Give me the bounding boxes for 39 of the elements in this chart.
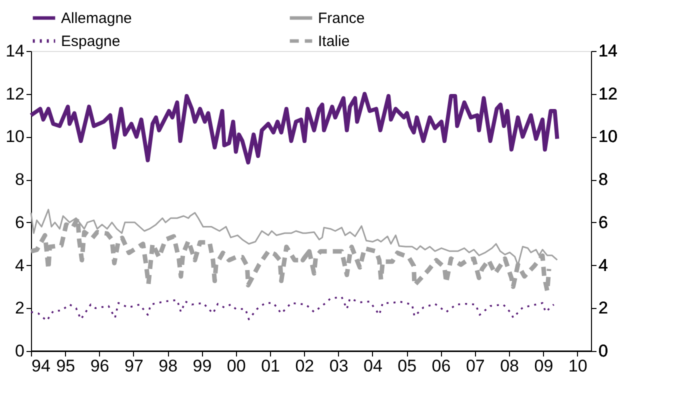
y2-tick-label: 4: [598, 256, 608, 275]
legend-label: France: [318, 10, 365, 27]
legend-label: Italie: [318, 33, 350, 50]
x-tick-label: 98: [158, 356, 178, 376]
x-tick-label: 09: [534, 356, 554, 376]
y2-tick-label: 6: [598, 212, 608, 232]
y-tick-label: 14: [6, 42, 24, 60]
y2-tick-label: 10: [598, 127, 618, 146]
x-tick-label: 03: [329, 356, 348, 376]
y2-tick-label: 2: [598, 298, 608, 318]
y-tick-label: 4: [15, 256, 24, 275]
x-tick-label: 00: [226, 356, 246, 376]
x-tick-label: 04: [364, 356, 382, 376]
x-tick-label: 94: [32, 356, 50, 376]
y2-tick-label: 12: [598, 84, 618, 104]
x-tick-label: 05: [398, 356, 417, 376]
y-tick-label: 6: [15, 212, 24, 232]
x-tick-label: 02: [295, 356, 314, 376]
line-series: [30, 296, 555, 322]
line-series: [29, 92, 560, 164]
x-tick-label: 95: [56, 356, 76, 376]
y2-tick-label: 8: [598, 170, 608, 190]
x-tick-label: 96: [90, 356, 110, 376]
y-tick-label: 0: [15, 342, 24, 360]
x-tick-label: 99: [192, 356, 212, 376]
x-tick-label: 10: [568, 356, 588, 376]
x-tick-label: 08: [500, 356, 520, 376]
x-tick-label: 01: [261, 356, 280, 376]
legend-label: Espagne: [61, 33, 120, 50]
x-tick-label: 07: [466, 356, 485, 376]
y-tick-label: 8: [15, 170, 24, 190]
y-tick-label: 12: [6, 84, 24, 104]
x-tick-label: 97: [124, 356, 144, 376]
legend-label: Allemagne: [61, 10, 132, 27]
y-tick-label: 10: [6, 127, 24, 146]
y-tick-label: 2: [15, 298, 24, 318]
y2-tick-label: 14: [598, 42, 618, 60]
x-tick-label: 06: [432, 356, 451, 376]
y2-tick-label: 0: [598, 342, 608, 360]
